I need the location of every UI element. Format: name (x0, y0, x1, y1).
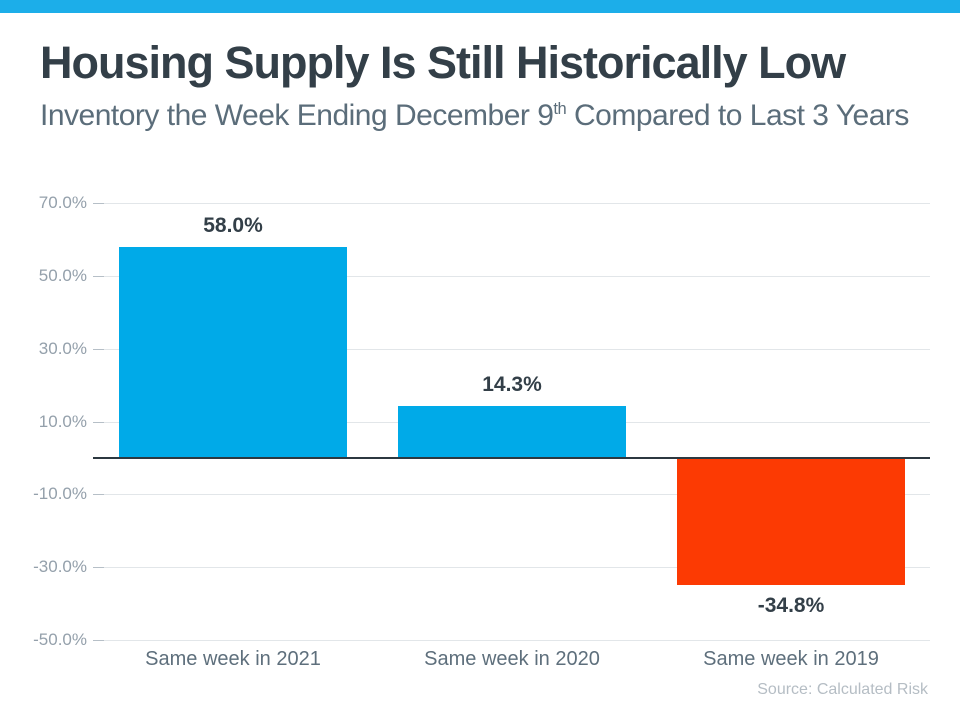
x-axis-zero-line (93, 457, 930, 459)
bar-value-label: -34.8% (757, 594, 825, 617)
bar-value-label: 58.0% (203, 214, 263, 237)
gridline (93, 349, 930, 350)
gridline (93, 276, 930, 277)
gridline (93, 494, 930, 495)
y-axis-tick-label: 50.0% (38, 266, 87, 285)
y-axis-tick-label: -10.0% (33, 484, 87, 503)
source-credit: Source: Calculated Risk (757, 681, 928, 698)
x-axis-category-label: Same week in 2019 (703, 648, 879, 670)
subtitle-ordinal-suffix: th (553, 100, 567, 118)
bar-same-week-2021 (119, 247, 347, 458)
gridline (93, 203, 930, 204)
y-axis-tick-label: 30.0% (38, 339, 87, 358)
bar-value-label: 14.3% (482, 373, 542, 396)
x-axis-category-label: Same week in 2020 (424, 648, 600, 670)
bar-same-week-2020 (398, 406, 626, 458)
top-accent-bar (0, 0, 960, 13)
page-title: Housing Supply Is Still Historically Low (40, 37, 846, 88)
y-axis-tick-label: 70.0% (38, 193, 87, 212)
subtitle-text-post: Compared to Last 3 Years (566, 99, 909, 132)
page-subtitle: Inventory the Week Ending December 9th C… (40, 97, 909, 135)
gridline (93, 640, 930, 641)
y-axis-tick-label: 10.0% (38, 412, 87, 431)
y-axis-tick-label: -50.0% (33, 630, 87, 649)
y-axis-tick-label: -30.0% (33, 557, 87, 576)
subtitle-text-pre: Inventory the Week Ending December 9 (40, 99, 554, 132)
x-axis-category-label: Same week in 2021 (145, 648, 321, 670)
gridline (93, 567, 930, 568)
bar-same-week-2019 (677, 458, 905, 585)
